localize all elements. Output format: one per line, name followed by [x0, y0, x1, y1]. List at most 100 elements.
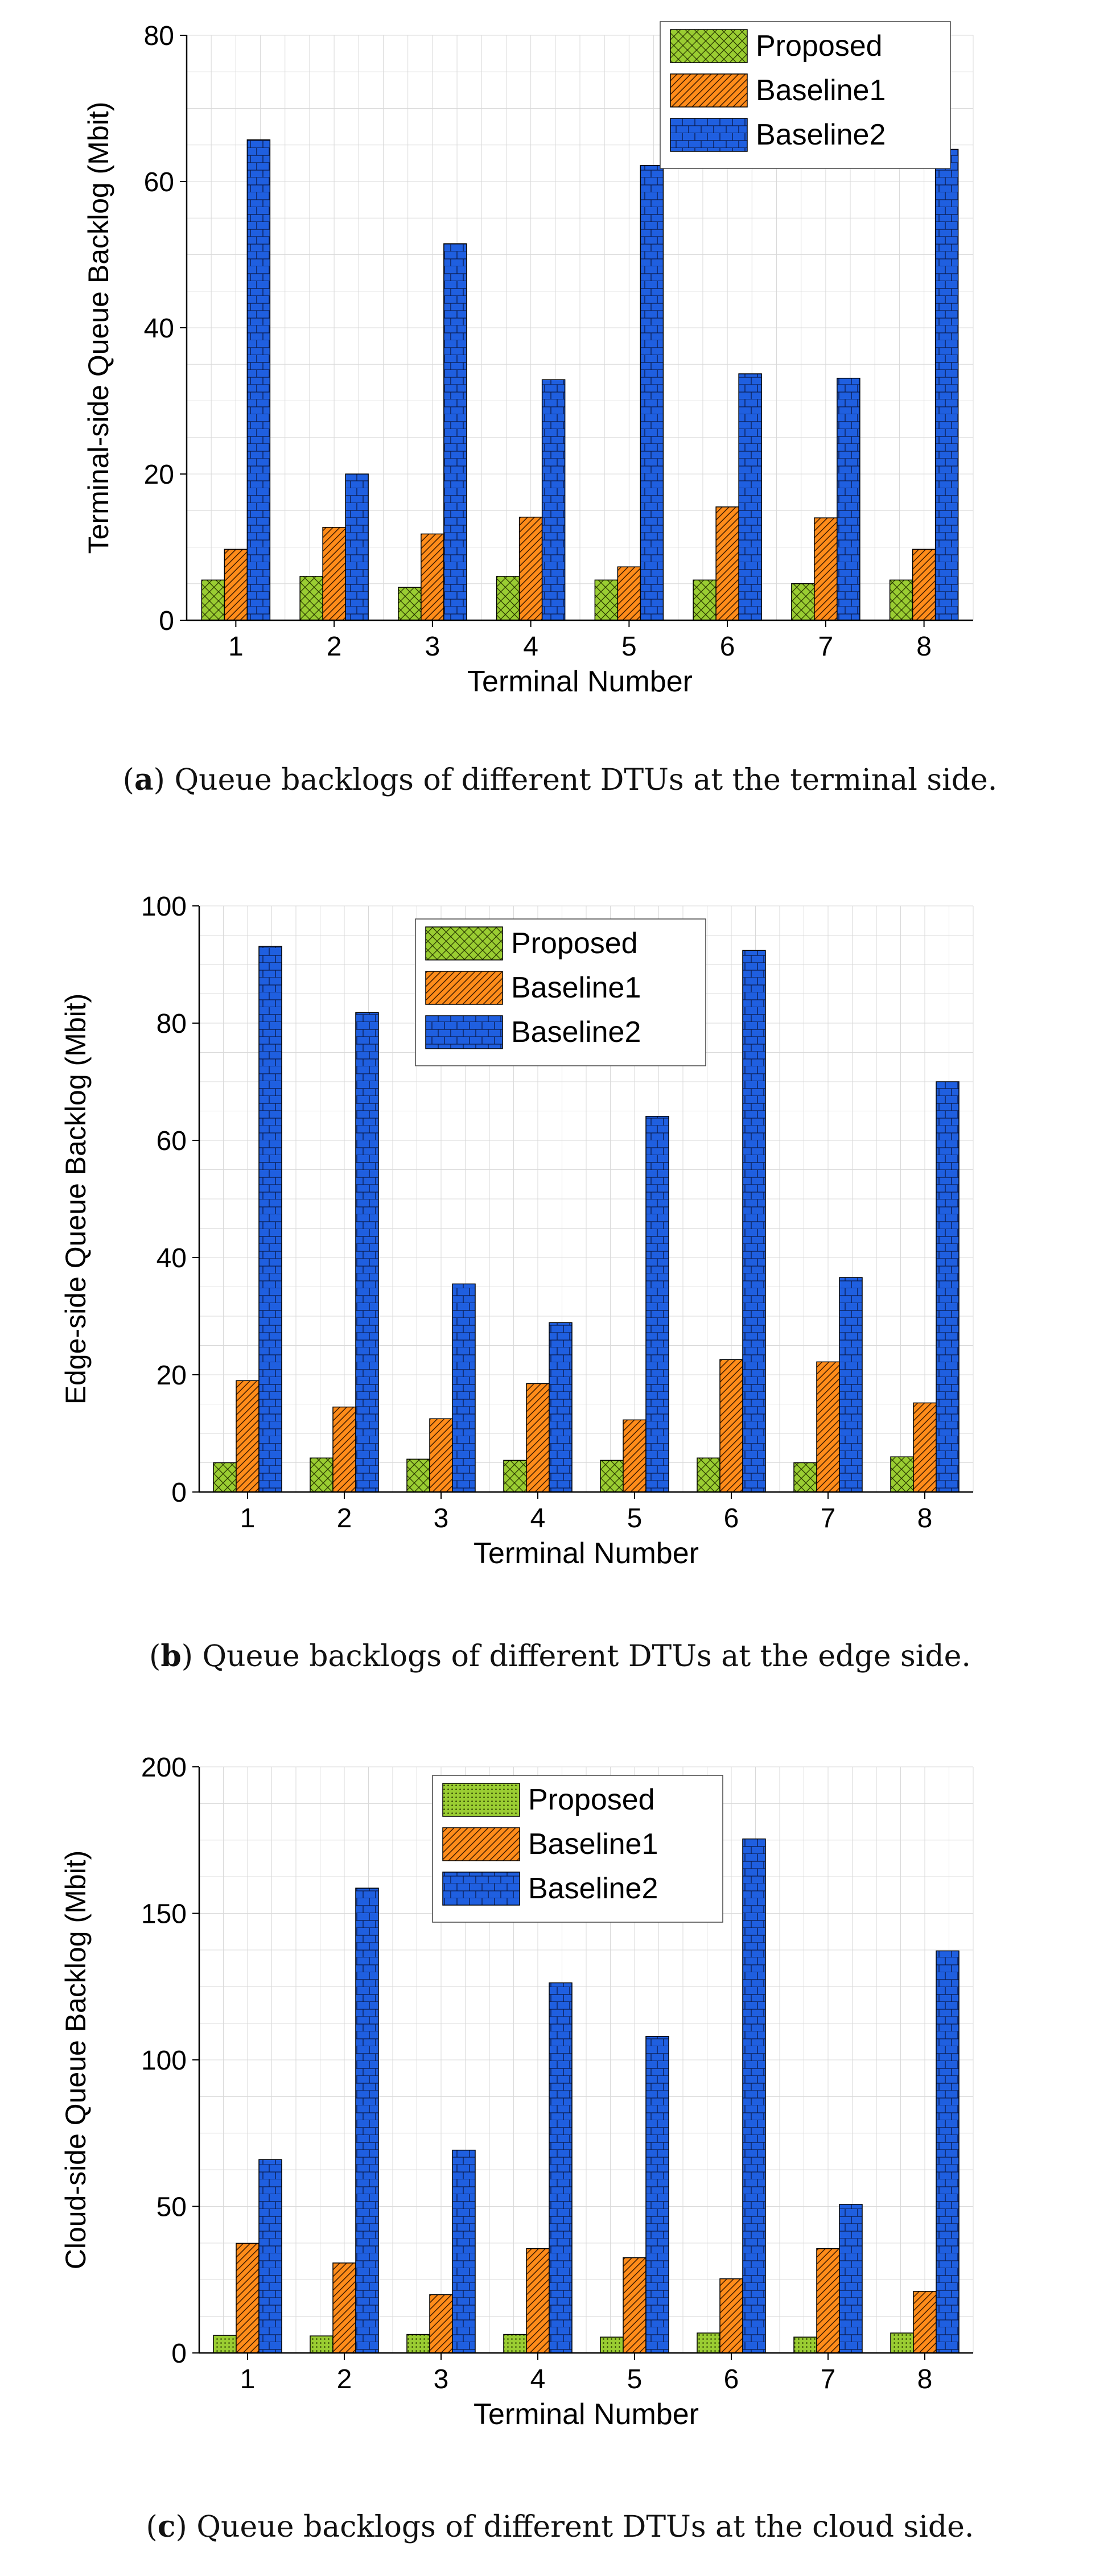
bar-proposed-2 [310, 2335, 333, 2354]
x-tick-label: 5 [627, 1503, 643, 1534]
y-tick-label: 20 [157, 1361, 187, 1391]
bar-proposed-3 [406, 1458, 430, 1493]
bar-baseline1-1 [236, 1380, 260, 1493]
x-tick-label: 3 [434, 2364, 449, 2394]
x-tick-label: 8 [917, 2364, 933, 2394]
bar-baseline2-3 [452, 2149, 476, 2354]
legend: Proposed Baseline1 Baseline2 [415, 918, 706, 1066]
cloud-side-chart: 1 2 3 4 5 6 7 8 0 50 100 150 200 Terminal Number Cloud… [60, 1753, 974, 2431]
legend: Proposed Baseline1 Baseline2 [432, 1775, 723, 1923]
bar-baseline1-1 [236, 2243, 260, 2354]
x-tick-label: 7 [821, 2364, 836, 2394]
bar-baseline1-8 [912, 549, 936, 621]
x-tick-label: 7 [818, 632, 834, 662]
bar-baseline1-2 [332, 2262, 356, 2354]
y-axis-label: Terminal-side Queue Backlog (Mbit) [83, 102, 114, 554]
legend-swatch-baseline2 [442, 1872, 520, 1906]
bar-baseline1-4 [518, 517, 543, 621]
caption-b-letter: b [160, 1639, 182, 1674]
bar-proposed-3 [398, 587, 422, 621]
bar-baseline1-5 [623, 2257, 647, 2354]
legend-label-proposed: Proposed [511, 927, 638, 960]
bar-baseline2-4 [541, 379, 566, 621]
x-tick-label: 7 [821, 1503, 836, 1534]
bar-proposed-8 [889, 579, 913, 621]
y-tick-label: 40 [144, 314, 174, 344]
x-tick-label: 6 [724, 2364, 739, 2394]
bar-baseline2-7 [839, 2204, 863, 2354]
y-tick-label: 100 [141, 892, 187, 922]
y-tick-label: 0 [171, 1478, 187, 1508]
x-axis-label: Terminal Number [473, 2398, 699, 2431]
bar-baseline1-3 [429, 2294, 453, 2354]
x-tick-label: 4 [523, 632, 538, 662]
bar-proposed-1 [213, 1462, 237, 1493]
bar-baseline2-6 [738, 373, 762, 621]
legend-label-baseline1: Baseline1 [756, 74, 886, 107]
bar-baseline2-4 [549, 1322, 573, 1493]
x-tick-label: 6 [724, 1503, 739, 1534]
bar-baseline2-1 [246, 139, 271, 621]
bar-baseline2-8 [936, 1950, 960, 2354]
bar-baseline2-5 [645, 2036, 669, 2354]
bar-baseline1-8 [913, 1402, 937, 1493]
bar-baseline1-8 [913, 2291, 937, 2354]
bar-baseline1-3 [421, 533, 444, 621]
bar-proposed-5 [600, 2336, 624, 2354]
x-tick-label: 4 [530, 1503, 546, 1534]
bar-proposed-7 [793, 1462, 817, 1493]
caption-a: (a) Queue backlogs of different DTUs at … [122, 763, 998, 797]
y-tick-label: 40 [157, 1243, 187, 1273]
x-tick-label: 1 [228, 632, 244, 662]
bar-proposed-4 [496, 576, 520, 621]
bar-baseline2-5 [640, 164, 664, 621]
bar-baseline2-6 [742, 1838, 766, 2354]
legend-swatch-proposed [425, 926, 503, 961]
x-tick-label: 2 [337, 1503, 352, 1534]
bar-proposed-2 [310, 1457, 333, 1493]
x-tick-label: 2 [327, 632, 342, 662]
y-tick-label: 80 [157, 1009, 187, 1039]
bar-baseline2-2 [355, 1012, 379, 1493]
x-tick-label: 8 [916, 632, 932, 662]
bar-baseline1-2 [332, 1406, 356, 1493]
y-axis-label: Cloud-side Queue Backlog (Mbit) [60, 1850, 92, 2269]
y-tick-label: 20 [144, 460, 174, 490]
bar-baseline1-6 [719, 2278, 743, 2354]
bar-proposed-4 [503, 1460, 527, 1493]
caption-a-letter: a [134, 763, 154, 797]
x-tick-label: 2 [337, 2364, 352, 2394]
x-tick-label: 3 [434, 1503, 449, 1534]
x-tick-label: 4 [530, 2364, 546, 2394]
caption-c-text: Queue backlogs of different DTUs at the … [187, 2510, 974, 2544]
bar-proposed-1 [213, 2335, 237, 2354]
x-tick-label: 5 [621, 632, 637, 662]
x-tick-label: 1 [240, 1503, 256, 1534]
bar-baseline2-1 [258, 946, 282, 1493]
x-tick-label: 8 [917, 1503, 933, 1534]
legend-label-baseline2: Baseline2 [756, 118, 886, 151]
y-tick-label: 60 [144, 167, 174, 197]
legend-label-proposed: Proposed [756, 30, 883, 63]
x-tick-label: 6 [720, 632, 735, 662]
bar-proposed-1 [201, 579, 225, 621]
bar-proposed-2 [299, 576, 323, 621]
bar-baseline2-7 [837, 377, 860, 621]
y-tick-label: 0 [171, 2339, 187, 2369]
legend-label-baseline2: Baseline2 [528, 1872, 658, 1905]
bar-baseline1-3 [429, 1418, 453, 1493]
bar-baseline1-5 [617, 566, 641, 621]
bar-baseline2-2 [345, 473, 369, 621]
bar-baseline2-1 [258, 2159, 282, 2354]
bar-baseline2-8 [936, 1081, 960, 1493]
legend-swatch-baseline2 [425, 1015, 503, 1049]
x-tick-label: 3 [425, 632, 440, 662]
bar-baseline1-1 [224, 549, 248, 621]
legend-swatch-baseline1 [670, 73, 748, 108]
y-tick-label: 0 [159, 606, 174, 636]
bar-proposed-3 [406, 2334, 430, 2354]
bar-baseline1-6 [715, 506, 739, 621]
bar-baseline2-2 [355, 1887, 379, 2354]
bar-baseline1-2 [322, 527, 346, 621]
bar-baseline1-5 [623, 1419, 647, 1493]
